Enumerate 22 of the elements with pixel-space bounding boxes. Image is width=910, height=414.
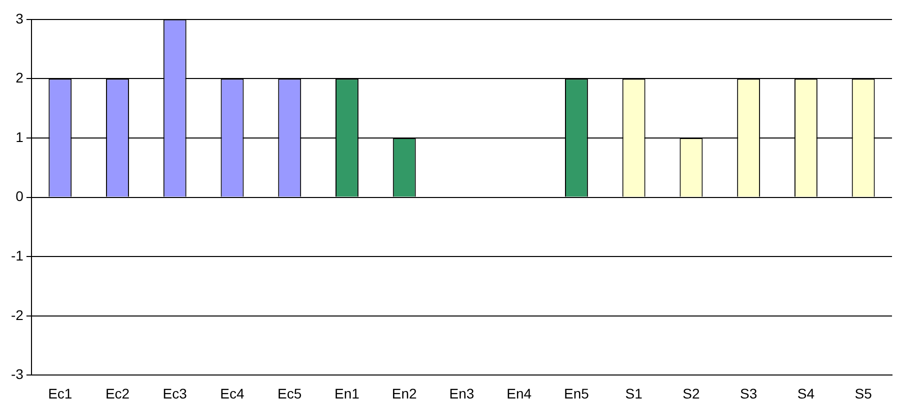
x-tick-label: En4 — [506, 385, 532, 402]
x-tick-label: S5 — [854, 385, 872, 402]
x-tick-label: S4 — [797, 385, 815, 402]
x-tick-label: Ec4 — [220, 385, 245, 402]
x-tick-label: Ec5 — [278, 385, 302, 402]
y-tick-label: 2 — [16, 70, 24, 86]
x-tick-label: S1 — [625, 385, 643, 402]
x-tick-label: En2 — [392, 385, 418, 402]
x-tick-label: Ec1 — [48, 385, 72, 402]
y-tick-label: 3 — [16, 10, 24, 26]
y-tick-label: 0 — [16, 188, 24, 204]
x-tick-label: En1 — [334, 385, 360, 402]
y-tick-label: -3 — [10, 366, 24, 382]
x-tick-label: Ec2 — [105, 385, 130, 402]
x-tick-label: En5 — [564, 385, 590, 402]
x-tick-label: S3 — [740, 385, 758, 402]
y-tick-label: -1 — [10, 247, 24, 264]
y-tick-label: -2 — [10, 306, 24, 323]
x-tick-label: S2 — [682, 385, 700, 402]
x-tick-label: En3 — [449, 385, 474, 402]
x-tick-label: Ec3 — [162, 385, 188, 402]
y-tick-label: 1 — [16, 128, 24, 145]
